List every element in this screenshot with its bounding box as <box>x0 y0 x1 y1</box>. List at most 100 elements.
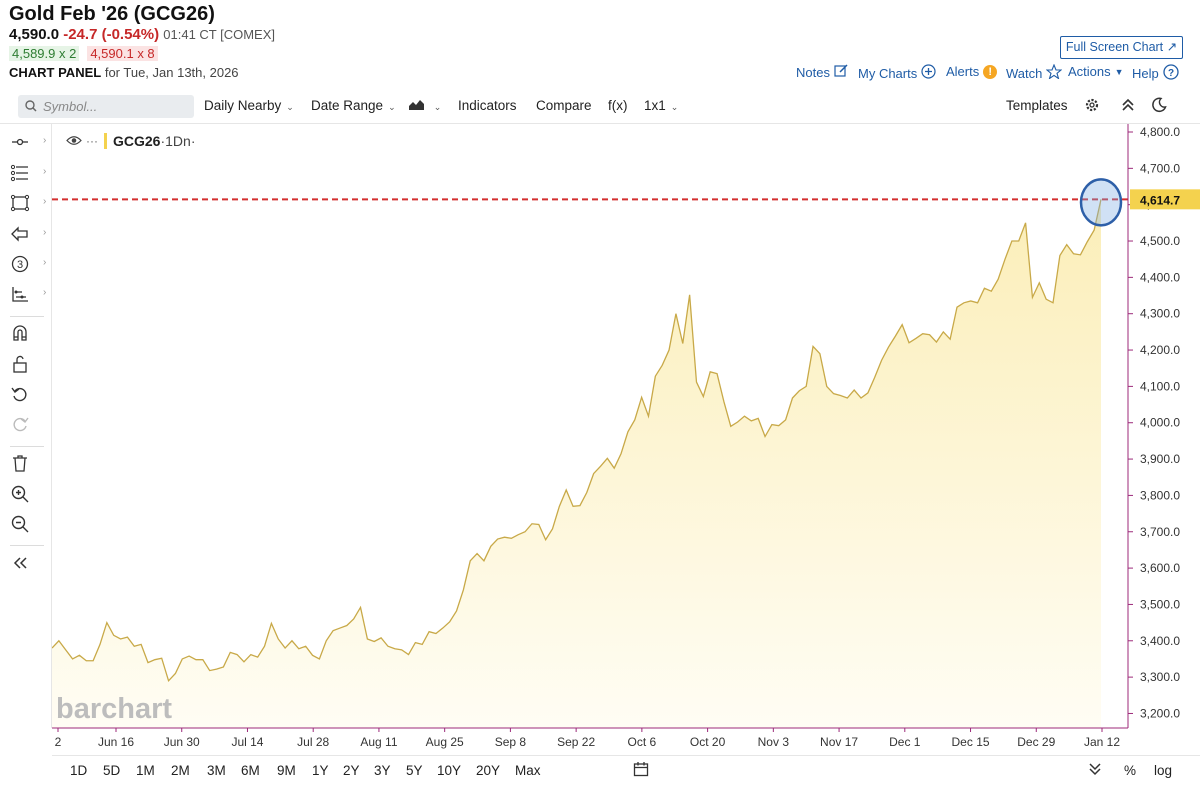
range-button-6m[interactable]: 6M <box>241 763 260 778</box>
my-charts-label: My Charts <box>858 65 918 81</box>
dark-mode-moon-icon[interactable] <box>1151 97 1167 116</box>
chevron-right-icon: › <box>43 135 47 146</box>
alerts-label: Alerts <box>946 64 980 79</box>
x-tick-label: Jun 16 <box>98 735 134 749</box>
number-marker-icon[interactable]: 3 › <box>10 254 46 278</box>
range-button-5d[interactable]: 5D <box>103 763 121 778</box>
eye-icon[interactable] <box>66 134 82 149</box>
x-tick-label: Aug 25 <box>426 735 464 749</box>
fx-button[interactable]: f(x) <box>608 98 628 113</box>
chevron-right-icon: › <box>43 196 47 207</box>
range-button-3m[interactable]: 3M <box>207 763 226 778</box>
y-tick-label: 4,100.0 <box>1140 379 1180 393</box>
range-button-2y[interactable]: 2Y <box>343 763 360 778</box>
arrow-tool-icon[interactable]: › <box>10 224 46 248</box>
range-button-9m[interactable]: 9M <box>277 763 296 778</box>
collapse-left-icon[interactable] <box>10 553 46 577</box>
y-tick-label: 3,300.0 <box>1140 670 1180 684</box>
date-range-dropdown[interactable]: Date Range ⌄ <box>311 98 396 113</box>
chart-area[interactable]: 4,800.04,700.04,600.04,500.04,400.04,300… <box>52 124 1200 787</box>
price-line <box>52 199 1102 683</box>
symbol-search-input[interactable]: Symbol... <box>18 95 194 118</box>
range-button-1d[interactable]: 1D <box>70 763 88 778</box>
line-tool-icon[interactable]: › <box>10 132 46 156</box>
chevron-right-icon: › <box>43 166 47 177</box>
layout-dropdown[interactable]: 1x1 ⌄ <box>644 98 678 113</box>
daily-nearby-label: Daily Nearby <box>204 98 282 113</box>
trash-icon[interactable] <box>10 453 46 477</box>
daily-nearby-dropdown[interactable]: Daily Nearby ⌄ <box>204 98 294 113</box>
last-price-tag <box>1130 189 1200 210</box>
notes-link[interactable]: Notes <box>796 64 849 81</box>
watch-label: Watch <box>1006 65 1043 81</box>
legend-symbol: GCG26 <box>113 133 161 149</box>
chart-type-dropdown[interactable]: ⌄ <box>409 98 441 113</box>
chevron-down-double-icon[interactable] <box>1088 761 1102 780</box>
x-tick-label: Nov 17 <box>820 735 858 749</box>
x-tick-label: Jul 28 <box>297 735 329 749</box>
alerts-link[interactable]: Alerts ! <box>946 64 998 79</box>
percent-toggle[interactable]: % <box>1124 763 1137 778</box>
alert-icon: ! <box>983 64 998 79</box>
range-bar: 1D 5D 1M 2M 3M 6M 9M 1Y 2Y 3Y 5Y 10Y 20Y Max % log <box>52 755 1200 785</box>
range-button-3y[interactable]: 3Y <box>374 763 391 778</box>
toolbar-divider <box>10 545 44 546</box>
actions-menu[interactable]: Actions ▼ <box>1068 64 1124 79</box>
range-button-1m[interactable]: 1M <box>136 763 155 778</box>
last-price-tag-label: 4,614.7 <box>1140 193 1180 207</box>
chevron-down-icon: ⌄ <box>670 102 679 112</box>
help-link[interactable]: Help ? <box>1132 64 1179 83</box>
x-tick-label: Sep 8 <box>495 735 527 749</box>
indicators-button[interactable]: Indicators <box>458 98 517 113</box>
watch-link[interactable]: Watch <box>1006 63 1063 82</box>
ask-badge: 4,590.1 x 8 <box>87 46 158 61</box>
x-tick-label: Aug 11 <box>360 735 397 749</box>
x-tick-label: Nov 3 <box>758 735 790 749</box>
full-screen-button[interactable]: Full Screen Chart ↗ <box>1060 36 1183 59</box>
undo-icon[interactable] <box>10 384 46 408</box>
my-charts-link[interactable]: My Charts <box>858 64 936 82</box>
settings-gear-icon[interactable] <box>1084 97 1100 116</box>
measure-tool-icon[interactable]: › <box>10 284 46 308</box>
more-options-icon[interactable]: ··· <box>86 134 98 148</box>
range-button-1y[interactable]: 1Y <box>312 763 329 778</box>
svg-text:?: ? <box>1168 68 1174 79</box>
toolbar-divider <box>10 446 44 447</box>
plus-circle-icon <box>921 64 936 82</box>
redo-icon[interactable] <box>10 414 46 438</box>
magnet-icon[interactable] <box>10 323 46 347</box>
x-tick-label: Dec 29 <box>1017 735 1055 749</box>
range-button-max[interactable]: Max <box>515 763 541 778</box>
drawing-toolbar: › › › › 3 › › <box>0 124 52 728</box>
date-range-label: Date Range <box>311 98 384 113</box>
range-button-5y[interactable]: 5Y <box>406 763 423 778</box>
collapse-up-icon[interactable] <box>1121 97 1135 116</box>
price-chart[interactable]: 4,800.04,700.04,600.04,500.04,400.04,300… <box>52 124 1200 756</box>
quote-line: 4,590.0 -24.7 (-0.54%) 01:41 CT [COMEX] <box>9 26 275 43</box>
x-tick-label: Dec 1 <box>889 735 921 749</box>
x-tick-label: Oct 20 <box>690 735 726 749</box>
x-tick-label: Jun 30 <box>164 735 200 749</box>
pencil-icon <box>834 64 849 81</box>
log-toggle[interactable]: log <box>1154 763 1173 778</box>
barchart-watermark-logo: barchart <box>56 693 173 725</box>
y-tick-label: 4,200.0 <box>1140 343 1180 357</box>
series-legend[interactable]: ··· GCG26 ·1Dn· <box>66 133 195 149</box>
fib-tool-icon[interactable]: › <box>10 163 46 187</box>
zoom-out-icon[interactable] <box>10 514 46 538</box>
chevron-right-icon: › <box>43 257 47 268</box>
templates-button[interactable]: Templates <box>1006 98 1068 113</box>
help-label: Help <box>1132 66 1159 81</box>
range-button-20y[interactable]: 20Y <box>476 763 501 778</box>
range-button-2m[interactable]: 2M <box>171 763 190 778</box>
price-area-fill <box>52 199 1101 728</box>
zoom-in-icon[interactable] <box>10 484 46 508</box>
range-button-10y[interactable]: 10Y <box>437 763 462 778</box>
lock-icon[interactable] <box>10 354 46 378</box>
compare-button[interactable]: Compare <box>536 98 592 113</box>
x-tick-label: Jan 12 <box>1084 735 1120 749</box>
y-tick-label: 4,800.0 <box>1140 125 1180 139</box>
y-tick-label: 4,500.0 <box>1140 234 1180 248</box>
shape-tool-icon[interactable]: › <box>10 193 46 217</box>
calendar-icon[interactable] <box>633 761 649 780</box>
